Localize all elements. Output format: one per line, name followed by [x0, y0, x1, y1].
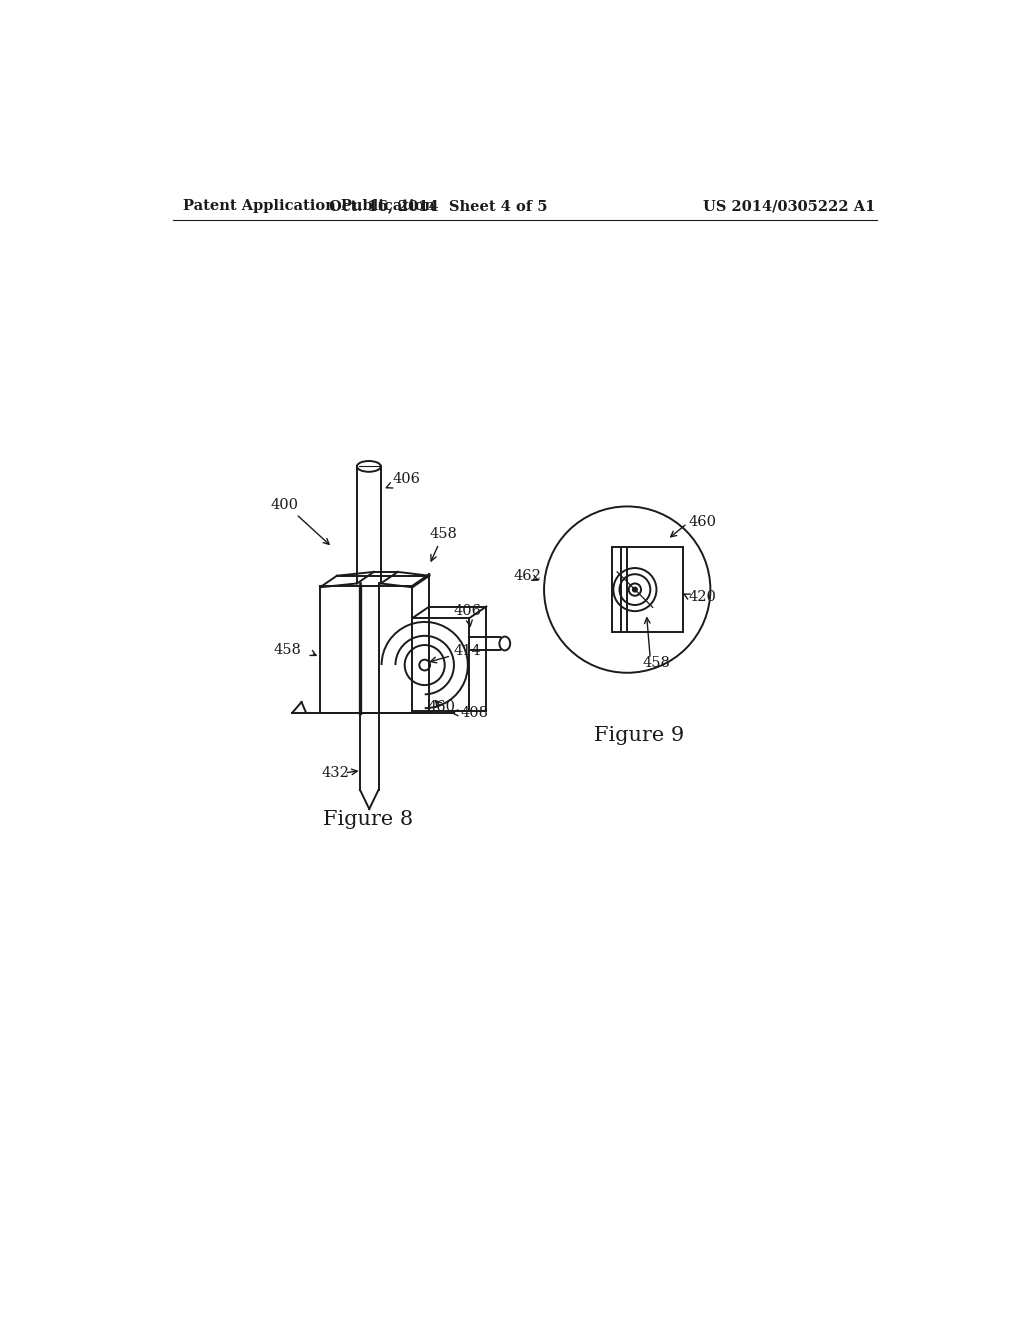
- Text: Oct. 16, 2014  Sheet 4 of 5: Oct. 16, 2014 Sheet 4 of 5: [330, 199, 548, 213]
- Text: 408: 408: [453, 706, 488, 719]
- Text: Figure 9: Figure 9: [594, 726, 684, 746]
- Text: 432: 432: [322, 766, 349, 780]
- Text: Patent Application Publication: Patent Application Publication: [183, 199, 435, 213]
- Text: 406: 406: [386, 471, 421, 488]
- Text: US 2014/0305222 A1: US 2014/0305222 A1: [702, 199, 876, 213]
- Text: 460: 460: [689, 515, 717, 529]
- Text: 458: 458: [643, 656, 671, 669]
- Bar: [611, 548, 683, 632]
- Text: Figure 8: Figure 8: [323, 809, 413, 829]
- Text: 462: 462: [513, 569, 541, 582]
- Text: 406: 406: [454, 605, 482, 626]
- Text: 420: 420: [689, 590, 717, 605]
- Text: 458: 458: [273, 643, 302, 656]
- Text: 458: 458: [429, 527, 457, 561]
- Text: 400: 400: [270, 498, 299, 512]
- Circle shape: [633, 587, 637, 591]
- Text: 414: 414: [430, 644, 481, 663]
- Text: 460: 460: [427, 700, 455, 714]
